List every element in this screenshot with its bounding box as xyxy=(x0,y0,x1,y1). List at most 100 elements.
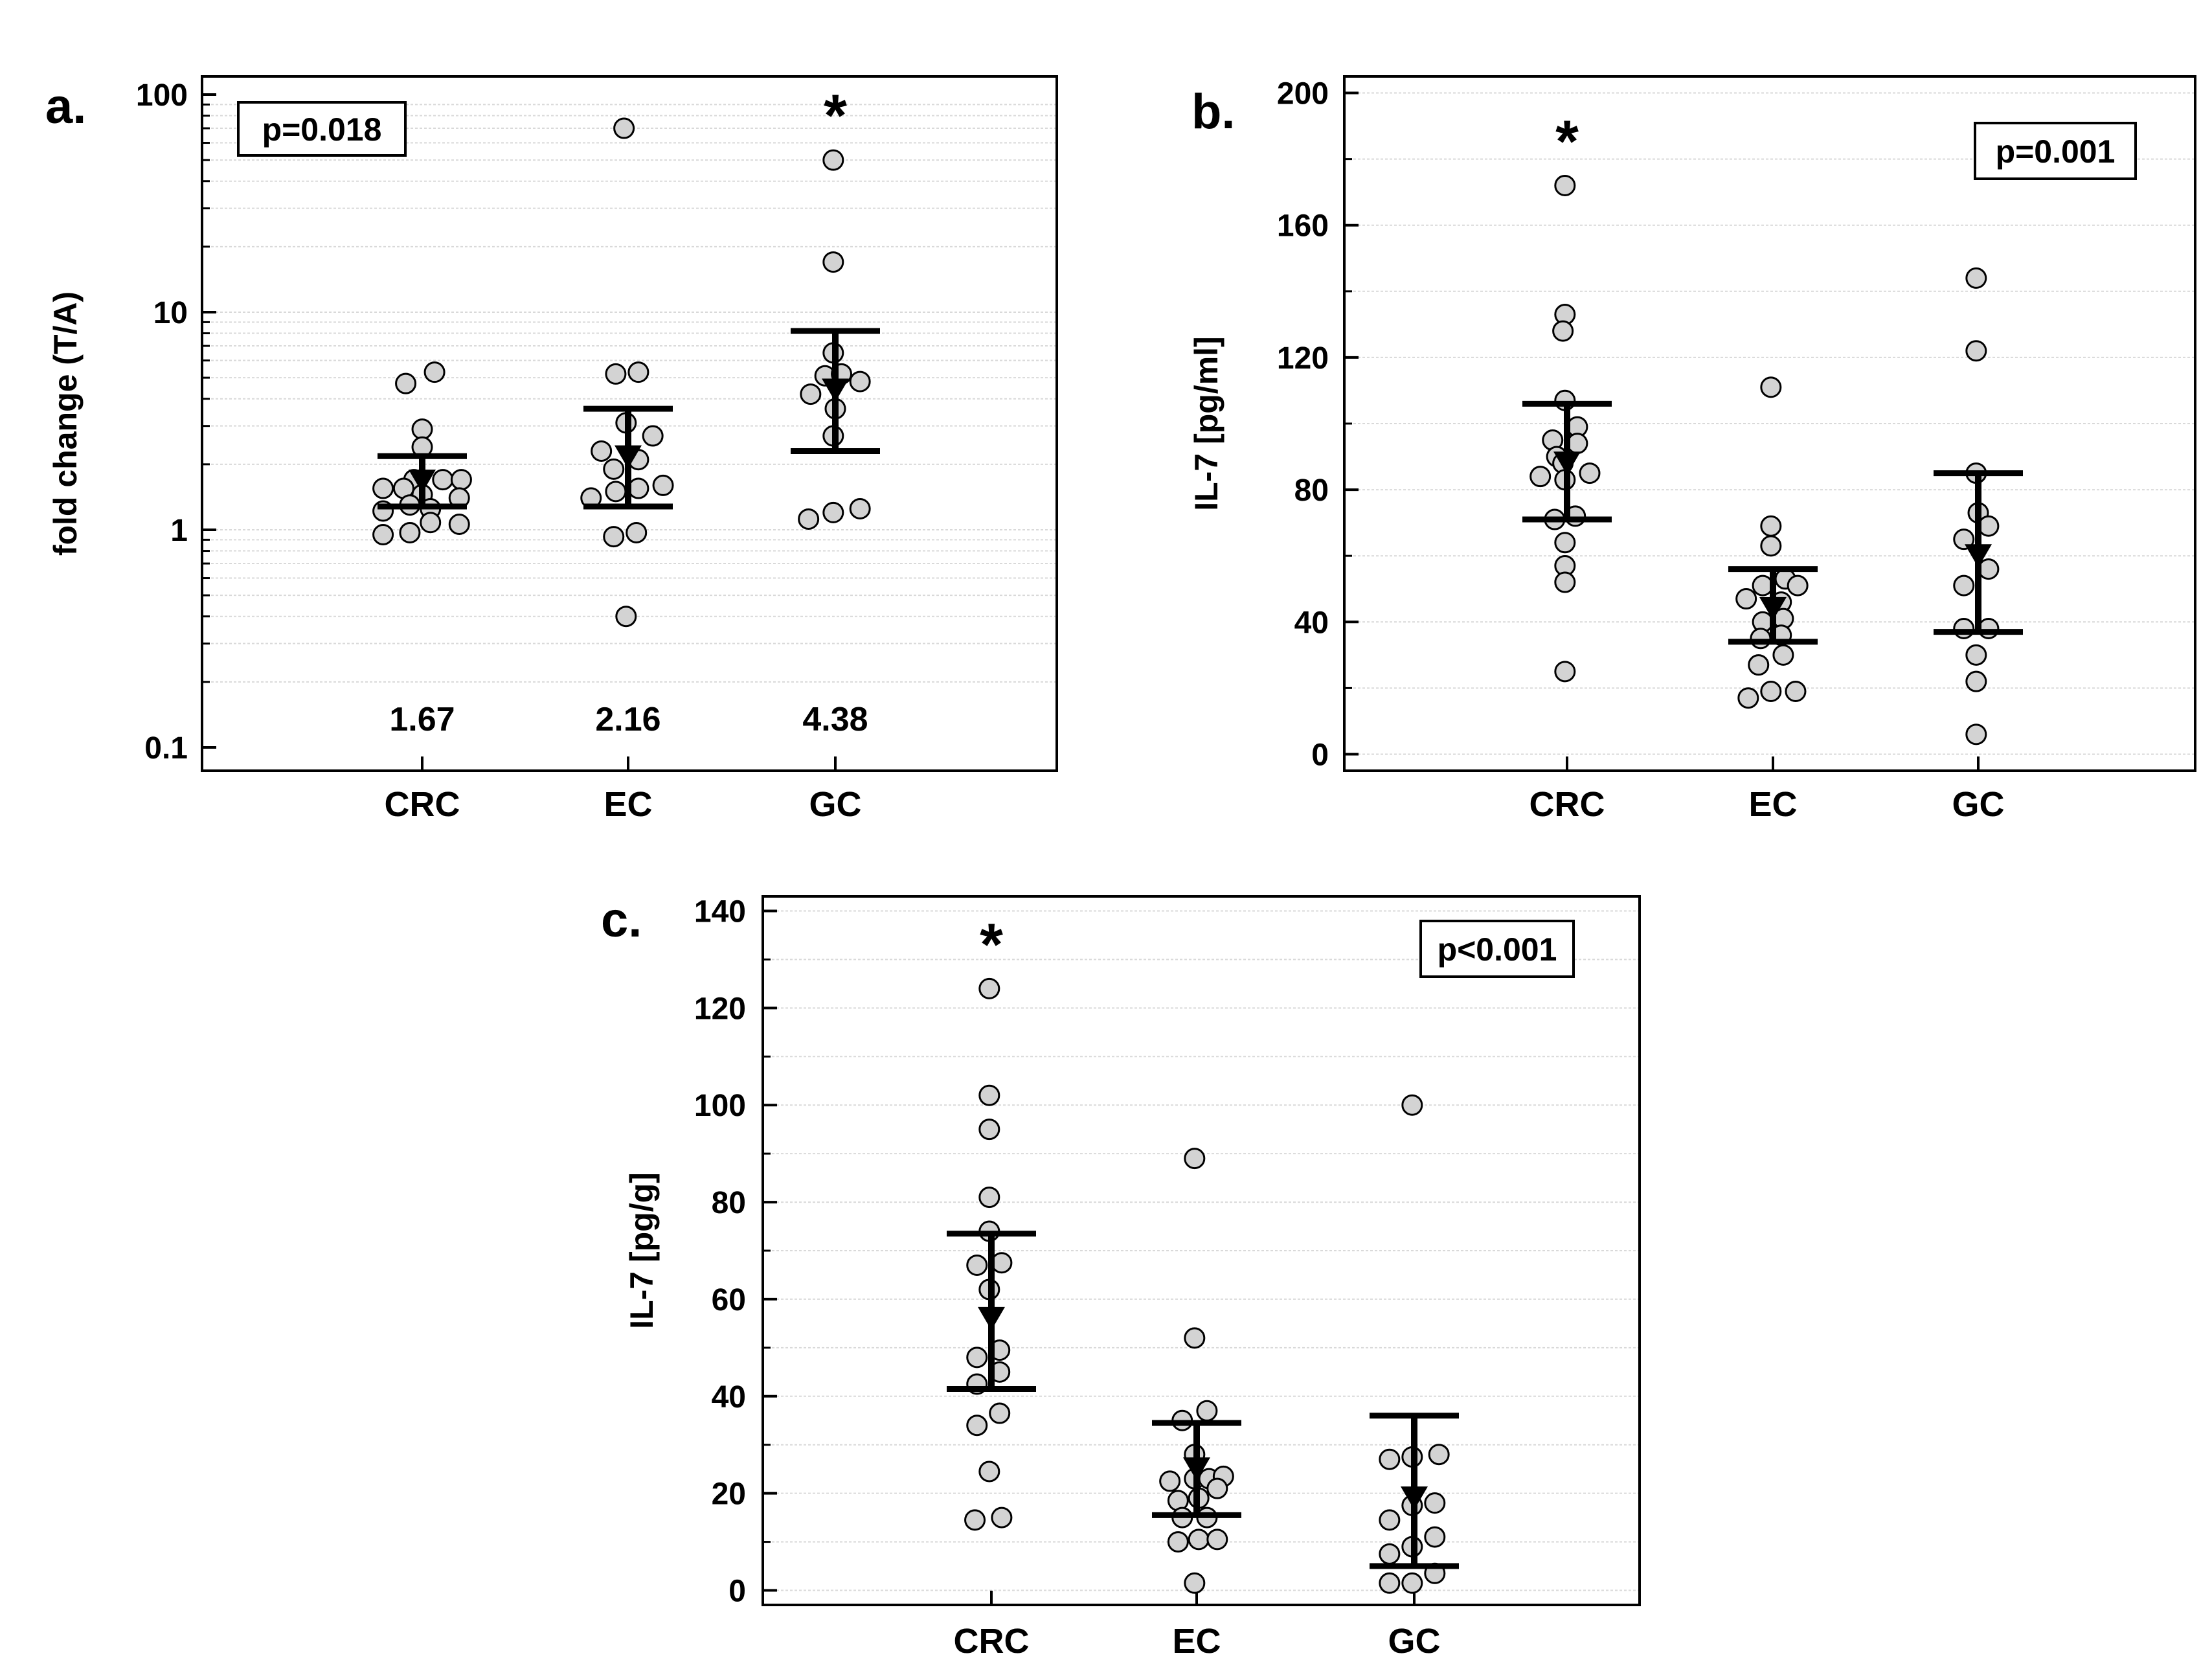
data-point xyxy=(411,418,433,440)
x-tick-label-crc: CRC xyxy=(1529,785,1605,824)
panel-label: c. xyxy=(601,892,642,948)
y-tick-label: 120 xyxy=(1277,341,1329,376)
data-point xyxy=(1554,661,1576,683)
y-tick-label: 40 xyxy=(1294,606,1329,640)
median-label-gc: 4.38 xyxy=(802,701,868,738)
data-point xyxy=(991,1506,1013,1529)
data-point xyxy=(1748,654,1770,676)
data-point xyxy=(613,117,635,139)
y-tick-label: 0.1 xyxy=(144,731,188,766)
data-point xyxy=(1953,617,1975,639)
data-point xyxy=(991,1252,1013,1274)
panel-label: b. xyxy=(1191,84,1236,139)
x-tick-label-gc: GC xyxy=(809,785,862,824)
data-point xyxy=(849,497,871,519)
data-points xyxy=(964,977,1450,1594)
y-tick-label: 0 xyxy=(728,1574,746,1609)
data-point xyxy=(1965,340,1987,362)
data-point xyxy=(626,521,648,543)
data-point xyxy=(605,363,627,385)
data-point xyxy=(432,469,454,491)
center-marker xyxy=(1759,597,1787,620)
data-point xyxy=(1579,462,1601,484)
summary-gc xyxy=(1934,470,2023,635)
data-point xyxy=(423,361,446,383)
summary-ec xyxy=(1152,1420,1241,1518)
y-axis-title: IL-7 [pg/ml] xyxy=(1188,336,1224,510)
data-point xyxy=(1379,1543,1401,1565)
data-point xyxy=(978,1187,1000,1209)
data-point xyxy=(978,1461,1000,1483)
panel-c: 0 20 40 60 80 100 120 140 CRC EC GC IL-7 [pg/g] c. p<… xyxy=(601,892,1641,1661)
data-points xyxy=(1529,174,2000,745)
p-value-label: p<0.001 xyxy=(1438,931,1557,968)
data-point xyxy=(591,440,613,462)
data-point xyxy=(372,523,394,545)
data-point xyxy=(1566,433,1588,455)
data-point xyxy=(1379,1572,1401,1594)
data-point xyxy=(1196,1400,1218,1422)
data-point xyxy=(1167,1531,1189,1553)
data-point xyxy=(1206,1477,1228,1499)
summary-ec xyxy=(1728,566,1818,645)
data-point xyxy=(1529,466,1552,488)
y-tick-label: 40 xyxy=(712,1380,746,1415)
y-axis-title: fold change (T/A) xyxy=(47,291,84,556)
significance-star: * xyxy=(1555,109,1579,175)
y-tick-label: 120 xyxy=(694,992,746,1026)
data-point xyxy=(627,477,649,499)
data-point xyxy=(800,383,822,405)
data-point xyxy=(798,508,820,530)
p-value-box xyxy=(237,101,407,157)
p-value-box xyxy=(1419,920,1575,978)
y-tick-label: 1 xyxy=(170,514,188,548)
x-tick-label-gc: GC xyxy=(1952,785,2005,824)
data-point xyxy=(1401,1572,1423,1594)
data-point xyxy=(1785,680,1807,702)
y-tick-label: 160 xyxy=(1277,209,1329,244)
summary-crc xyxy=(378,453,467,510)
data-point xyxy=(1760,680,1782,702)
data-point xyxy=(966,1254,988,1276)
data-point xyxy=(1965,670,1987,692)
data-point xyxy=(1965,723,1987,745)
data-point xyxy=(1752,574,1774,597)
data-point xyxy=(1554,571,1576,593)
y-tick-label: 100 xyxy=(136,78,188,113)
y-tick-label: 60 xyxy=(712,1283,746,1317)
data-point xyxy=(372,477,394,499)
data-point xyxy=(1953,529,1975,551)
y-tick-label: 80 xyxy=(712,1186,746,1220)
y-axis-title: IL-7 [pg/g] xyxy=(624,1172,660,1329)
data-point xyxy=(964,1509,986,1531)
data-point xyxy=(605,481,627,503)
data-point xyxy=(822,251,844,273)
data-point xyxy=(822,501,844,523)
data-point xyxy=(399,521,421,543)
data-point xyxy=(1978,515,2000,537)
panel-b: 0 40 80 120 160 200 CRC EC GC IL-7 [pg/ml] b. p=0.0… xyxy=(1188,75,2196,824)
panel-label: a. xyxy=(45,79,86,134)
y-tick-label: 20 xyxy=(712,1477,746,1512)
summary-gc xyxy=(791,328,880,454)
median-label-ec: 2.16 xyxy=(595,701,660,738)
data-point xyxy=(603,526,625,548)
gridlines xyxy=(202,104,1057,683)
x-tick-label-ec: EC xyxy=(1172,1622,1221,1661)
summary-gc xyxy=(1370,1413,1459,1569)
data-point xyxy=(1760,515,1782,537)
data-point xyxy=(966,1415,988,1437)
data-point xyxy=(1750,628,1772,650)
p-value-box xyxy=(1974,122,2137,180)
significance-star: * xyxy=(824,83,847,149)
x-tick-label-crc: CRC xyxy=(385,785,460,824)
data-point xyxy=(1735,588,1757,610)
data-point xyxy=(1379,1448,1401,1470)
data-point xyxy=(1379,1509,1401,1531)
data-point xyxy=(1184,1327,1206,1349)
center-marker xyxy=(1965,544,1992,568)
gridlines xyxy=(763,910,1640,1591)
data-point xyxy=(1737,687,1759,709)
data-point xyxy=(1965,644,1987,666)
